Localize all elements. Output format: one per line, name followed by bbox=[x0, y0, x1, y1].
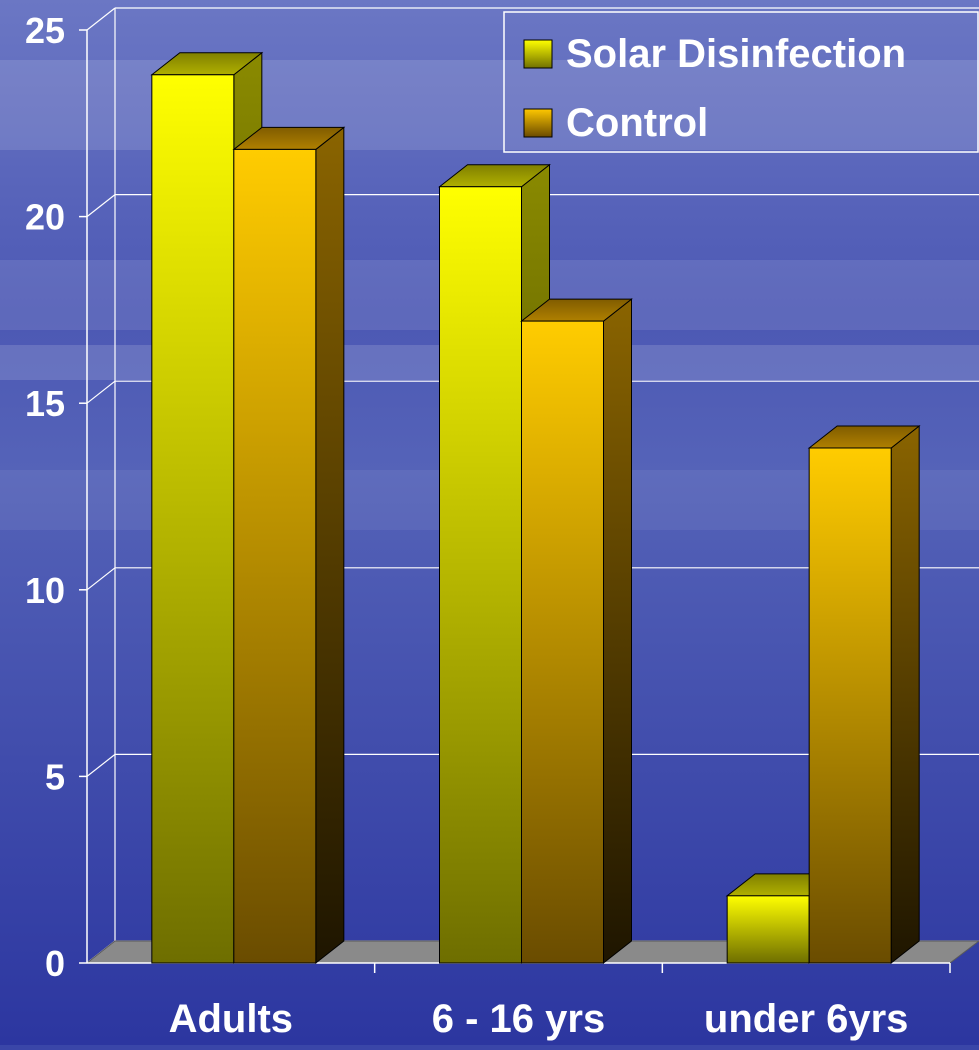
bar bbox=[807, 424, 921, 965]
y-tick-label: 5 bbox=[45, 756, 65, 797]
bar-front bbox=[233, 148, 317, 964]
bar-front bbox=[726, 895, 810, 964]
legend-label-solar-disinfection: Solar Disinfection bbox=[566, 32, 906, 76]
legend-swatch-control bbox=[523, 108, 553, 138]
y-tick-label: 25 bbox=[25, 10, 65, 51]
bar bbox=[232, 126, 346, 965]
bar-front bbox=[439, 186, 522, 964]
y-tick-label: 20 bbox=[25, 197, 65, 238]
x-tick-label: 6 - 16 yrs bbox=[432, 997, 605, 1041]
y-tick-label: 10 bbox=[25, 570, 65, 611]
x-tick-label: Adults bbox=[169, 997, 293, 1041]
legend: Solar Disinfection Control bbox=[503, 11, 979, 153]
legend-swatch-solar-disinfection bbox=[523, 39, 553, 69]
bars bbox=[150, 51, 921, 965]
gridline-depth bbox=[86, 194, 116, 218]
gridline-depth bbox=[86, 567, 116, 591]
legend-box bbox=[503, 11, 979, 153]
x-tick-label: under 6yrs bbox=[704, 997, 909, 1041]
legend-label-control: Control bbox=[566, 101, 708, 145]
bar bbox=[520, 298, 633, 965]
y-tick-label: 0 bbox=[45, 943, 65, 984]
gridline-depth bbox=[86, 7, 116, 31]
y-tick-label: 15 bbox=[25, 383, 65, 424]
bar-side bbox=[890, 424, 920, 965]
bar-front bbox=[151, 74, 235, 964]
bar-side bbox=[315, 126, 345, 965]
bar-front bbox=[521, 320, 604, 964]
bar-side bbox=[603, 298, 632, 965]
gridline-depth bbox=[86, 380, 116, 404]
axis-labels: 0 5 10 15 20 25 Adults 6 - 16 yrs under 6yrs bbox=[25, 10, 908, 1041]
bar-front bbox=[808, 447, 892, 964]
gridline-depth bbox=[86, 753, 116, 777]
